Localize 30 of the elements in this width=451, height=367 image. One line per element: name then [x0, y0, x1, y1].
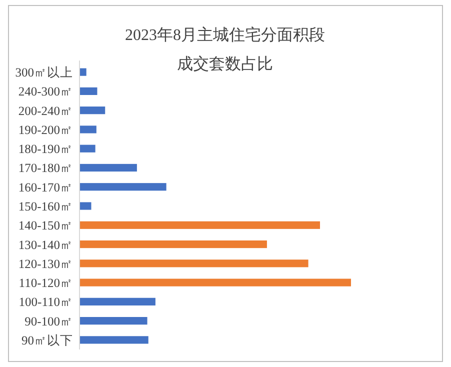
y-tick-label: 140-150㎡	[18, 218, 73, 233]
y-tick-label: 160-170㎡	[18, 180, 73, 194]
bar	[79, 202, 92, 210]
y-tick-label: 120-130㎡	[18, 256, 73, 271]
bar	[79, 164, 137, 172]
chart-title: 2023年8月主城住宅分面积段成交套数占比	[125, 26, 325, 73]
bar	[79, 278, 351, 286]
y-tick-label: 300㎡以上	[15, 66, 73, 80]
bar	[79, 260, 308, 268]
y-tick-label: 190-200㎡	[18, 122, 73, 137]
bar	[79, 144, 96, 152]
bar	[79, 106, 106, 114]
bar	[79, 87, 98, 95]
bar	[79, 298, 156, 306]
bar	[79, 317, 148, 325]
bar	[79, 183, 166, 191]
y-tick-label: 200-240㎡	[18, 104, 73, 118]
y-tick-label: 110-120㎡	[18, 276, 73, 290]
y-tick-label: 90-100㎡	[24, 314, 73, 328]
y-tick-label: 180-190㎡	[18, 142, 73, 156]
bar	[79, 126, 96, 134]
y-tick-label: 130-140㎡	[18, 238, 73, 252]
y-tick-label: 100-110㎡	[18, 295, 73, 310]
y-tick-label: 240-300㎡	[18, 84, 73, 99]
y-tick-label: 90㎡以下	[22, 333, 73, 348]
y-tick-label: 150-160㎡	[18, 200, 73, 214]
bar	[79, 221, 320, 229]
y-tick-label: 170-180㎡	[18, 161, 73, 176]
bar	[79, 336, 148, 344]
bar	[79, 240, 267, 248]
